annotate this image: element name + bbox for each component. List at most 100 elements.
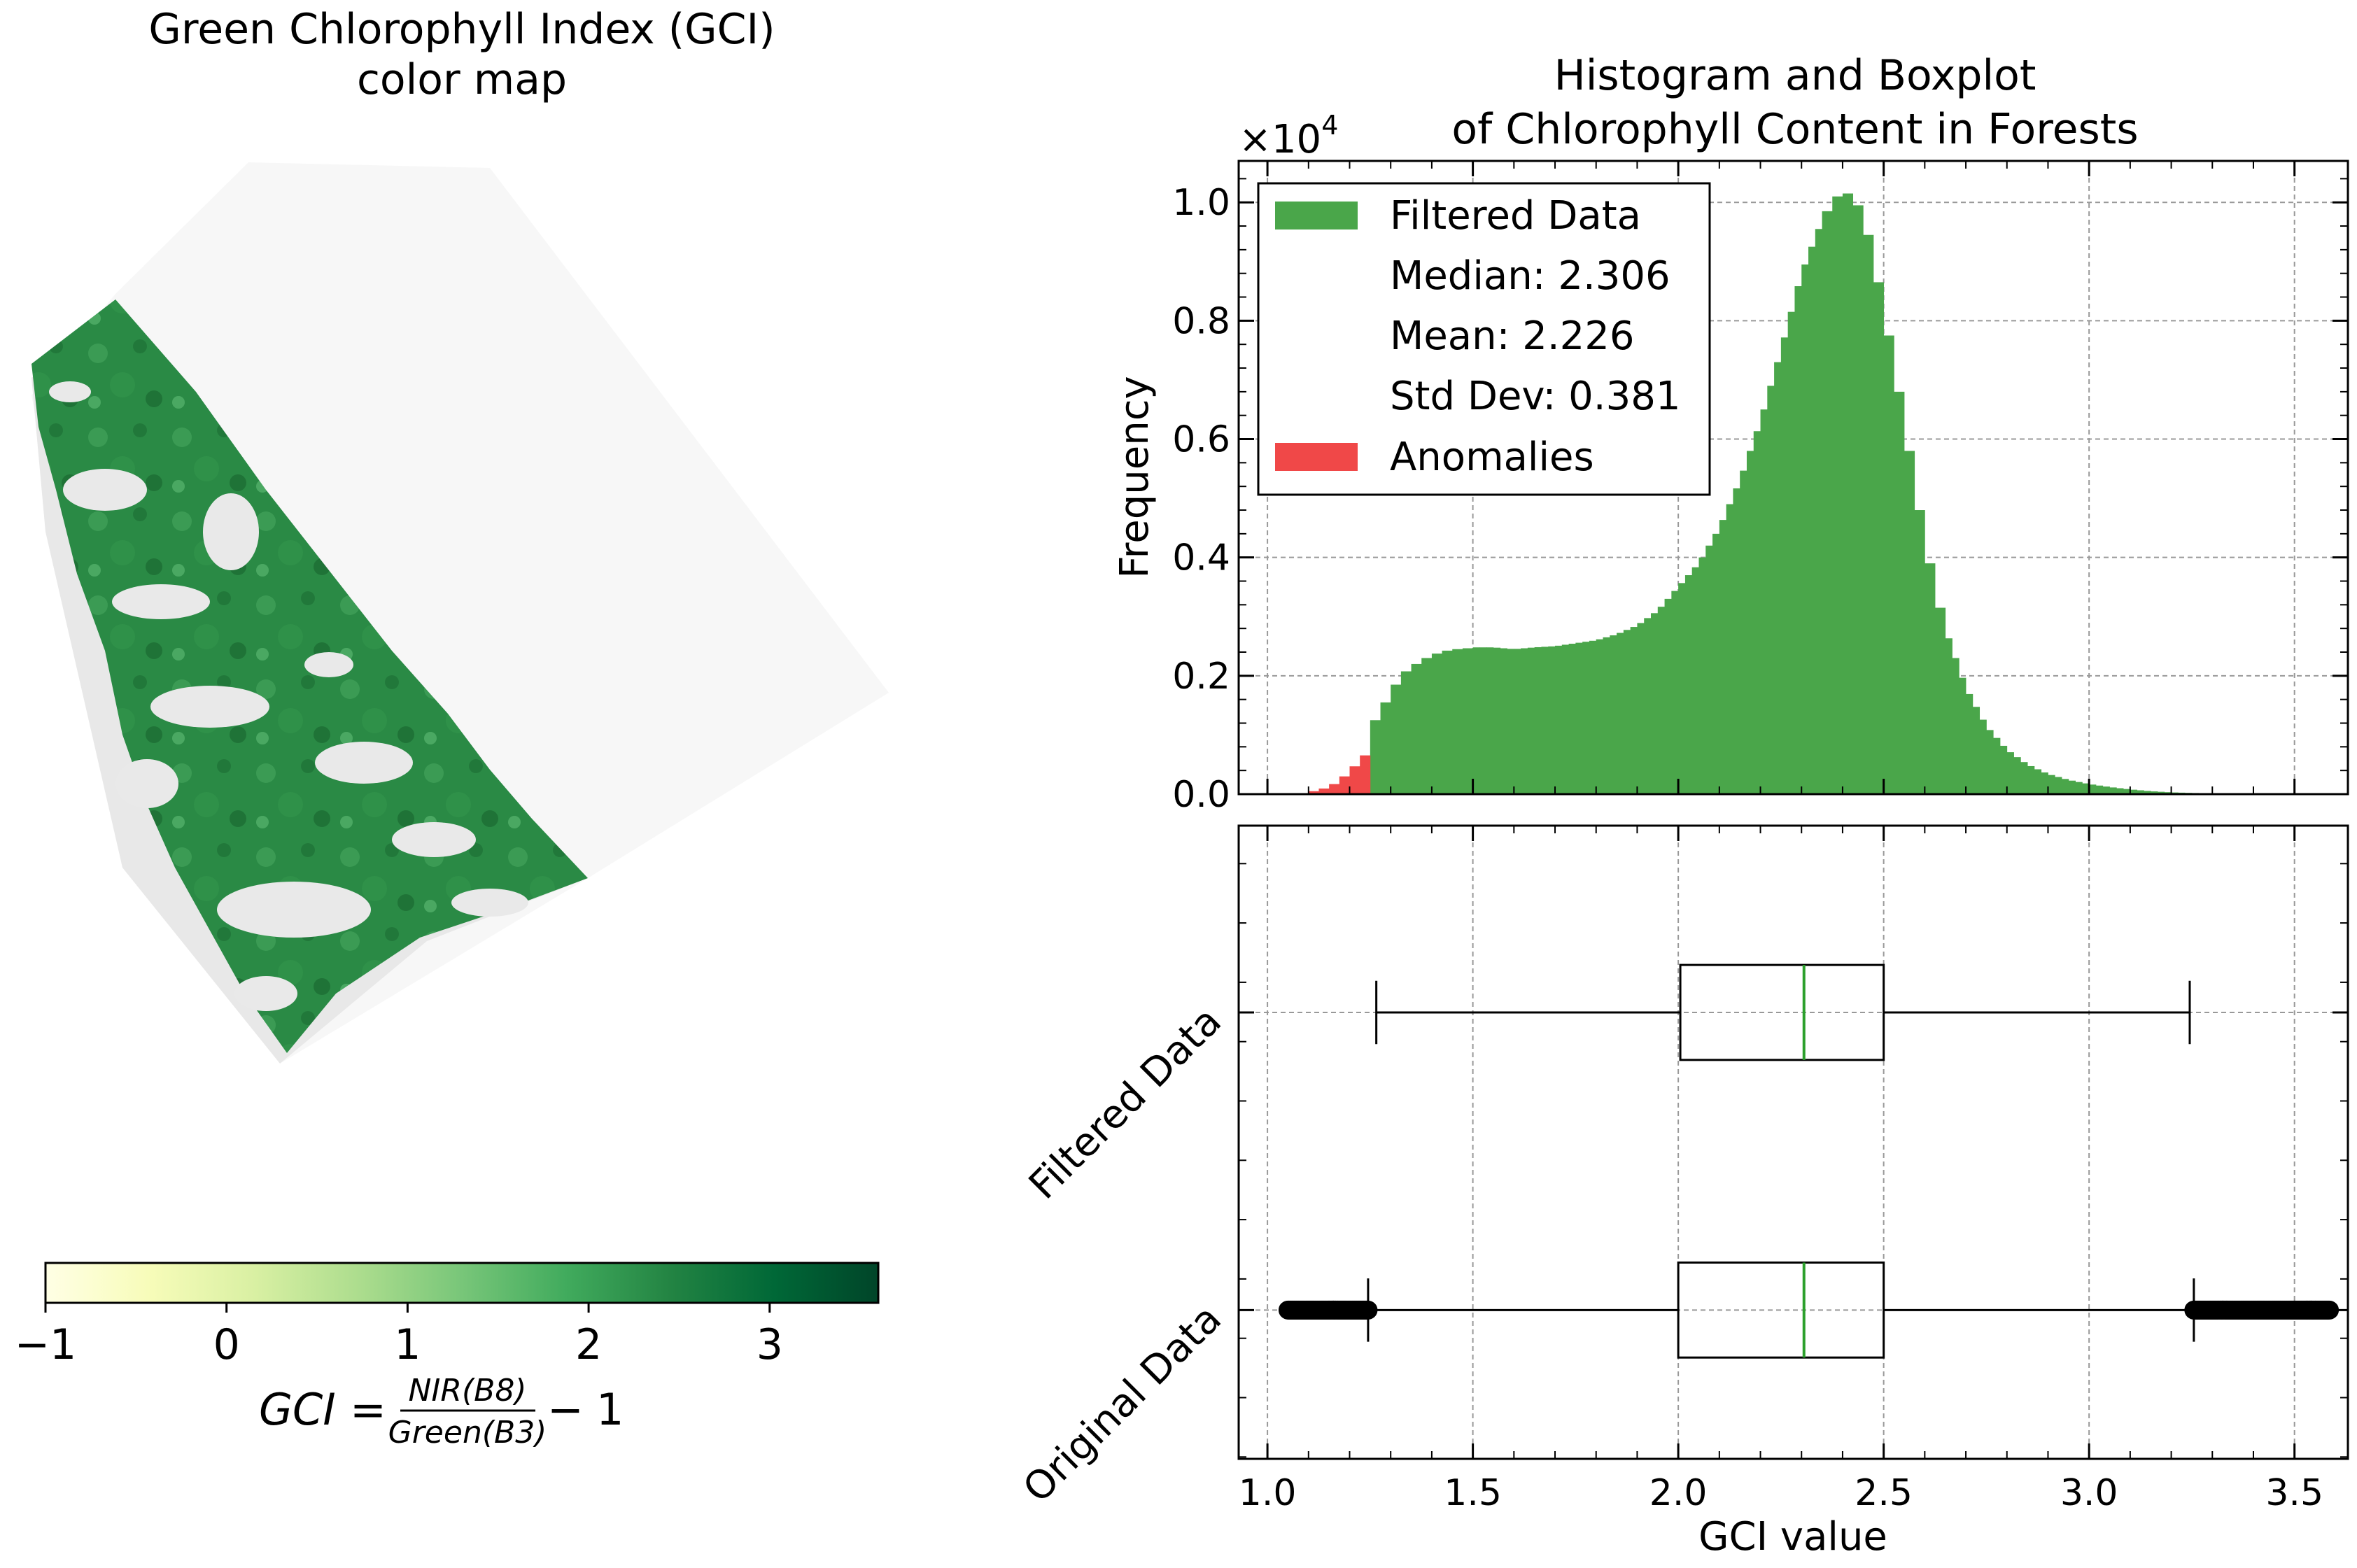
histogram-bar-filtered	[1479, 647, 1487, 794]
colorbar-tick-label: 0	[213, 1320, 240, 1369]
histogram-bar-filtered	[1380, 702, 1391, 794]
boxplot-y-tick-label: Filtered Data	[1020, 998, 1230, 1208]
histogram-bar-filtered	[1603, 637, 1610, 794]
histogram-bar-filtered	[1411, 663, 1422, 794]
histogram-bar-filtered	[1610, 635, 1617, 794]
map-title-line2: color map	[357, 55, 567, 104]
boxplot-x-tick-label: 1.0	[1239, 1472, 1297, 1514]
histogram-bar-anomaly	[1318, 788, 1330, 794]
histogram-ticks	[1239, 161, 2348, 796]
histogram-bar-filtered	[2055, 777, 2062, 794]
histogram-bar-filtered	[1589, 640, 1597, 794]
histogram-bar-filtered	[1925, 563, 1936, 794]
histogram-bar-filtered	[1787, 311, 1795, 794]
histogram-bar-filtered	[1986, 730, 1994, 794]
histogram-bar-filtered	[2151, 791, 2158, 794]
histogram-bar-filtered	[1822, 211, 1833, 794]
histogram-bar-filtered	[2089, 784, 2097, 794]
histogram-bar-anomaly	[1308, 791, 1319, 794]
map-title-line1: Green Chlorophyll Index (GCI)	[148, 5, 775, 54]
histogram-bar-filtered	[2144, 791, 2151, 794]
histogram-y-tick-labels: 0.0 0.2 0.4 0.6 0.8 1.0	[1172, 182, 1230, 816]
histogram-bar-filtered	[2130, 789, 2138, 794]
histogram-bar-filtered	[1883, 335, 1894, 794]
histogram-bar-filtered	[1753, 431, 1761, 794]
histogram-bar-anomaly	[1349, 766, 1360, 794]
histogram-bar-filtered	[2123, 789, 2131, 794]
histogram-bar-filtered	[2109, 787, 2117, 794]
colorbar-tick-label: −1	[15, 1320, 76, 1369]
legend-label-median: Median: 2.306	[1390, 253, 1670, 299]
boxplot-outlier	[1358, 1300, 1378, 1320]
histogram-bar-filtered	[1400, 671, 1412, 794]
histogram-bar-filtered	[1596, 639, 1603, 794]
histogram-bar-anomaly	[1339, 776, 1350, 794]
histogram-bar-filtered	[2048, 775, 2055, 794]
histogram-bar-filtered	[2006, 752, 2014, 794]
histogram-bar-filtered	[1582, 642, 1590, 794]
boxplot-x-tick-label: 2.5	[1855, 1472, 1913, 1514]
histogram-bar-anomaly	[1360, 755, 1371, 794]
histogram-bar-filtered	[1760, 409, 1768, 794]
histogram-bar-filtered	[1548, 646, 1556, 794]
histogram-bar-filtered	[1780, 337, 1789, 794]
histogram-bar-filtered	[1952, 658, 1960, 794]
histogram-bar-filtered	[2041, 772, 2048, 794]
histogram-bar-filtered	[1832, 196, 1843, 794]
histogram-bar-filtered	[1852, 205, 1864, 794]
histogram-bar-filtered	[1493, 647, 1501, 794]
histogram-y-tick-label: 0.8	[1172, 300, 1230, 342]
histogram-bar-filtered	[2075, 782, 2083, 794]
histogram-bar-filtered	[1705, 545, 1713, 794]
histogram-bar-filtered	[1914, 510, 1925, 794]
histogram-bar-filtered	[2102, 786, 2110, 794]
boxplot-ticks	[1239, 826, 2348, 1459]
formula-equals: =	[350, 1384, 386, 1435]
histogram-bar-filtered	[1541, 647, 1549, 794]
colorbar-ticks: −1 0 1 2 3	[15, 1303, 783, 1369]
histogram-bar-filtered	[1698, 557, 1706, 794]
boxplot-marks	[1278, 963, 2340, 1359]
histogram-title-line2: of Chlorophyll Content in Forests	[1451, 105, 2138, 154]
boxplot-filtered	[1375, 963, 2191, 1061]
colorbar-tick-label: 1	[394, 1320, 421, 1369]
histogram-bar-filtered	[1945, 638, 1953, 794]
histogram-bar-filtered	[2082, 783, 2090, 794]
histogram-bar-filtered	[1794, 286, 1802, 794]
histogram-bar-filtered	[1431, 654, 1442, 794]
histogram-bar-filtered	[1815, 229, 1822, 794]
histogram-bar-filtered	[1863, 234, 1874, 794]
histogram-bar-filtered	[1623, 630, 1631, 794]
histogram-bar-filtered	[1472, 647, 1480, 794]
histogram-bar-filtered	[1767, 386, 1775, 794]
histogram-bar-filtered	[1521, 648, 1528, 794]
boxplot-x-label: GCI value	[1698, 1514, 1887, 1560]
histogram-bar-filtered	[1691, 567, 1699, 794]
boxplot-box	[1679, 963, 1885, 1061]
boxplot-x-tick-label: 1.5	[1444, 1472, 1502, 1514]
histogram-bar-filtered	[1726, 504, 1733, 794]
gci-map-panel: Green Chlorophyll Index (GCI) color map	[15, 5, 889, 1450]
histogram-title-line1: Histogram and Boxplot	[1554, 51, 2036, 100]
histogram-bar-anomaly	[1329, 784, 1340, 794]
histogram-y-tick-label: 0.0	[1172, 774, 1230, 816]
boxplot-x-tick-label: 2.0	[1649, 1472, 1708, 1514]
formula-minus: −	[547, 1384, 584, 1435]
boxplot-x-tick-label: 3.0	[2060, 1472, 2118, 1514]
colorbar-tick-label: 3	[757, 1320, 783, 1369]
legend-label-mean: Mean: 2.226	[1390, 313, 1635, 359]
histogram-boxplot-panel: Histogram and Boxplot of Chlorophyll Con…	[1015, 51, 2349, 1560]
histogram-bar-filtered	[2062, 779, 2069, 794]
boxplot-box	[1677, 1261, 1885, 1359]
legend-label-filtered: Filtered Data	[1390, 193, 1641, 239]
gci-map-image	[31, 162, 889, 1064]
histogram-bar-filtered	[1534, 647, 1542, 794]
histogram-bar-filtered	[1462, 648, 1474, 794]
histogram-bar-filtered	[1999, 745, 2008, 794]
formula-numerator: NIR(B8)	[409, 1373, 527, 1408]
histogram-bar-filtered	[1959, 677, 1966, 794]
histogram-bar-filtered	[1486, 647, 1494, 794]
gci-formula: GCI = NIR(B8) Green(B3) − 1	[259, 1373, 624, 1450]
histogram-bar-filtered	[1746, 451, 1754, 794]
